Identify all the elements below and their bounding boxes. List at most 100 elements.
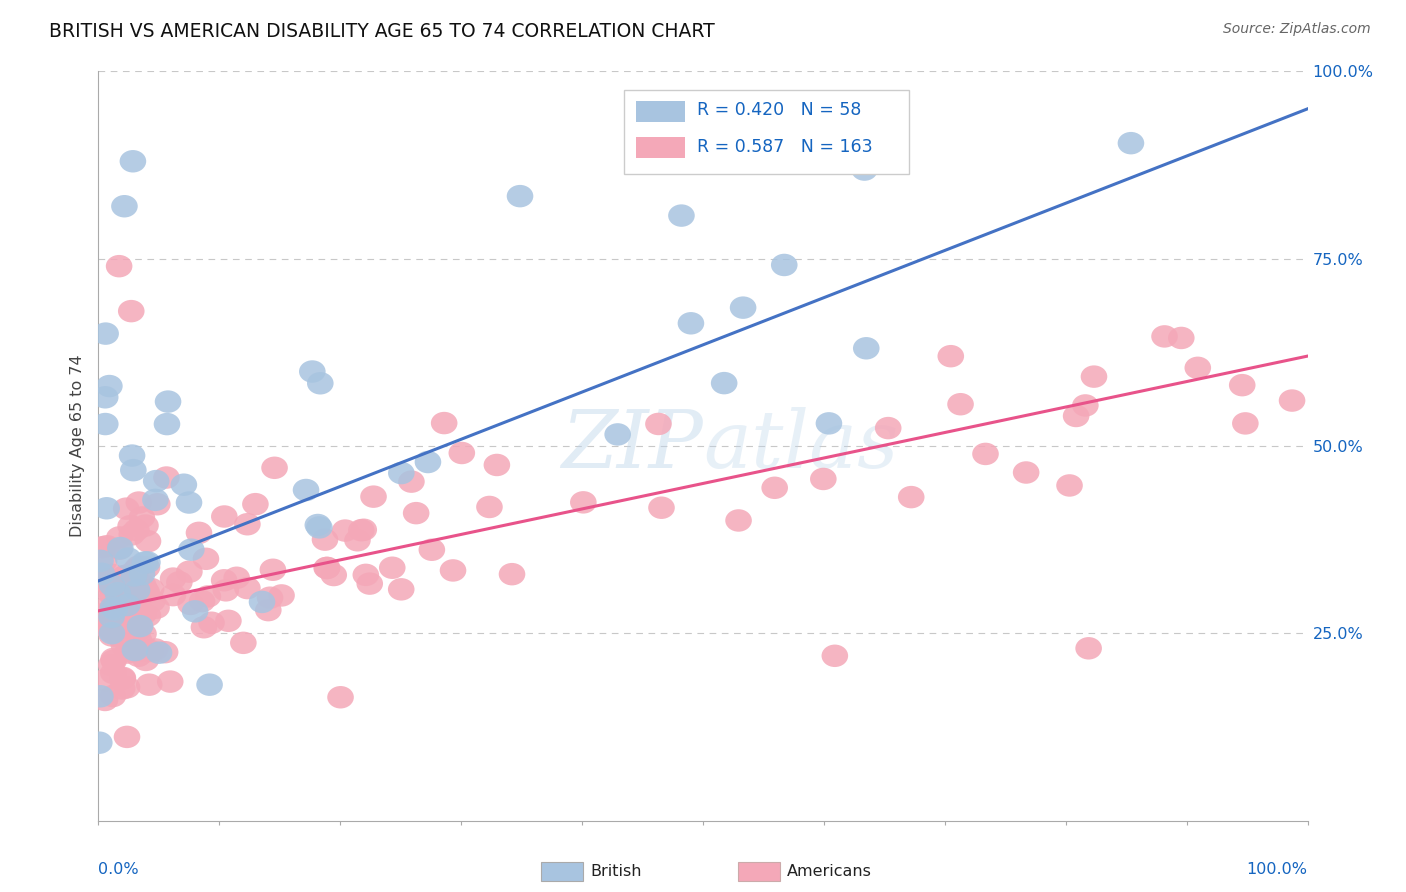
Ellipse shape	[122, 558, 149, 581]
Ellipse shape	[388, 578, 415, 600]
FancyBboxPatch shape	[624, 90, 908, 174]
Ellipse shape	[127, 615, 153, 638]
Ellipse shape	[181, 600, 208, 623]
Ellipse shape	[96, 574, 122, 596]
Ellipse shape	[100, 648, 127, 670]
Ellipse shape	[349, 519, 374, 541]
Ellipse shape	[419, 539, 446, 561]
Ellipse shape	[107, 537, 134, 559]
Ellipse shape	[1012, 461, 1039, 483]
Ellipse shape	[328, 686, 354, 708]
Ellipse shape	[89, 563, 115, 585]
Ellipse shape	[132, 551, 157, 574]
Ellipse shape	[1081, 366, 1108, 388]
Ellipse shape	[108, 592, 134, 615]
Ellipse shape	[388, 462, 415, 484]
Text: atlas: atlas	[703, 408, 898, 484]
Ellipse shape	[120, 150, 146, 172]
Ellipse shape	[143, 493, 170, 516]
Ellipse shape	[851, 159, 877, 181]
Ellipse shape	[1063, 405, 1090, 427]
Ellipse shape	[224, 566, 250, 589]
Ellipse shape	[108, 677, 135, 699]
Ellipse shape	[107, 581, 134, 603]
Ellipse shape	[160, 567, 187, 590]
Ellipse shape	[155, 391, 181, 413]
Ellipse shape	[111, 195, 138, 218]
Ellipse shape	[678, 312, 704, 334]
Ellipse shape	[299, 360, 326, 383]
Text: R = 0.587   N = 163: R = 0.587 N = 163	[697, 138, 873, 156]
Ellipse shape	[648, 497, 675, 519]
Ellipse shape	[110, 581, 136, 603]
Ellipse shape	[98, 654, 125, 676]
Ellipse shape	[115, 564, 142, 586]
Ellipse shape	[404, 502, 429, 524]
Ellipse shape	[853, 337, 880, 359]
Ellipse shape	[233, 577, 260, 599]
Ellipse shape	[357, 573, 382, 595]
Ellipse shape	[1071, 394, 1098, 417]
Ellipse shape	[215, 609, 242, 632]
Ellipse shape	[114, 676, 141, 698]
Ellipse shape	[153, 467, 180, 489]
Ellipse shape	[725, 509, 752, 532]
Ellipse shape	[176, 491, 202, 514]
Ellipse shape	[186, 522, 212, 544]
Ellipse shape	[194, 585, 221, 607]
Ellipse shape	[233, 513, 260, 535]
Ellipse shape	[125, 645, 152, 667]
Ellipse shape	[115, 603, 142, 625]
Ellipse shape	[477, 496, 503, 518]
Ellipse shape	[91, 689, 118, 711]
Ellipse shape	[242, 493, 269, 516]
Ellipse shape	[129, 563, 155, 585]
Ellipse shape	[121, 575, 148, 598]
Ellipse shape	[103, 590, 129, 613]
Ellipse shape	[360, 485, 387, 508]
Ellipse shape	[730, 296, 756, 318]
Ellipse shape	[191, 616, 217, 639]
Ellipse shape	[430, 412, 457, 434]
Ellipse shape	[94, 535, 121, 558]
Ellipse shape	[91, 598, 118, 620]
Ellipse shape	[142, 489, 169, 511]
Ellipse shape	[898, 486, 925, 508]
Ellipse shape	[1152, 326, 1178, 348]
Ellipse shape	[138, 578, 165, 600]
Ellipse shape	[98, 564, 125, 586]
Ellipse shape	[506, 185, 533, 207]
Ellipse shape	[1278, 389, 1305, 412]
Ellipse shape	[100, 621, 127, 643]
Ellipse shape	[449, 442, 475, 464]
Ellipse shape	[128, 507, 155, 529]
Ellipse shape	[124, 519, 149, 541]
Ellipse shape	[105, 538, 132, 560]
Text: Americans: Americans	[787, 864, 872, 879]
Text: BRITISH VS AMERICAN DISABILITY AGE 65 TO 74 CORRELATION CHART: BRITISH VS AMERICAN DISABILITY AGE 65 TO…	[49, 22, 716, 41]
Ellipse shape	[110, 666, 136, 690]
Ellipse shape	[118, 444, 145, 467]
Ellipse shape	[314, 557, 340, 579]
Ellipse shape	[292, 479, 319, 501]
Ellipse shape	[211, 505, 238, 528]
Ellipse shape	[176, 560, 202, 582]
Ellipse shape	[762, 476, 787, 499]
FancyBboxPatch shape	[637, 136, 685, 158]
Ellipse shape	[110, 577, 136, 599]
Ellipse shape	[91, 570, 118, 592]
Ellipse shape	[1184, 357, 1211, 379]
Ellipse shape	[153, 413, 180, 435]
Ellipse shape	[111, 565, 138, 587]
Ellipse shape	[117, 583, 143, 606]
Ellipse shape	[120, 459, 146, 482]
Ellipse shape	[110, 667, 136, 690]
Ellipse shape	[89, 614, 115, 636]
Ellipse shape	[87, 685, 114, 707]
Ellipse shape	[972, 442, 998, 465]
Text: Source: ZipAtlas.com: Source: ZipAtlas.com	[1223, 22, 1371, 37]
Ellipse shape	[134, 582, 160, 604]
Ellipse shape	[231, 632, 257, 654]
Ellipse shape	[135, 530, 162, 552]
Ellipse shape	[136, 673, 163, 696]
